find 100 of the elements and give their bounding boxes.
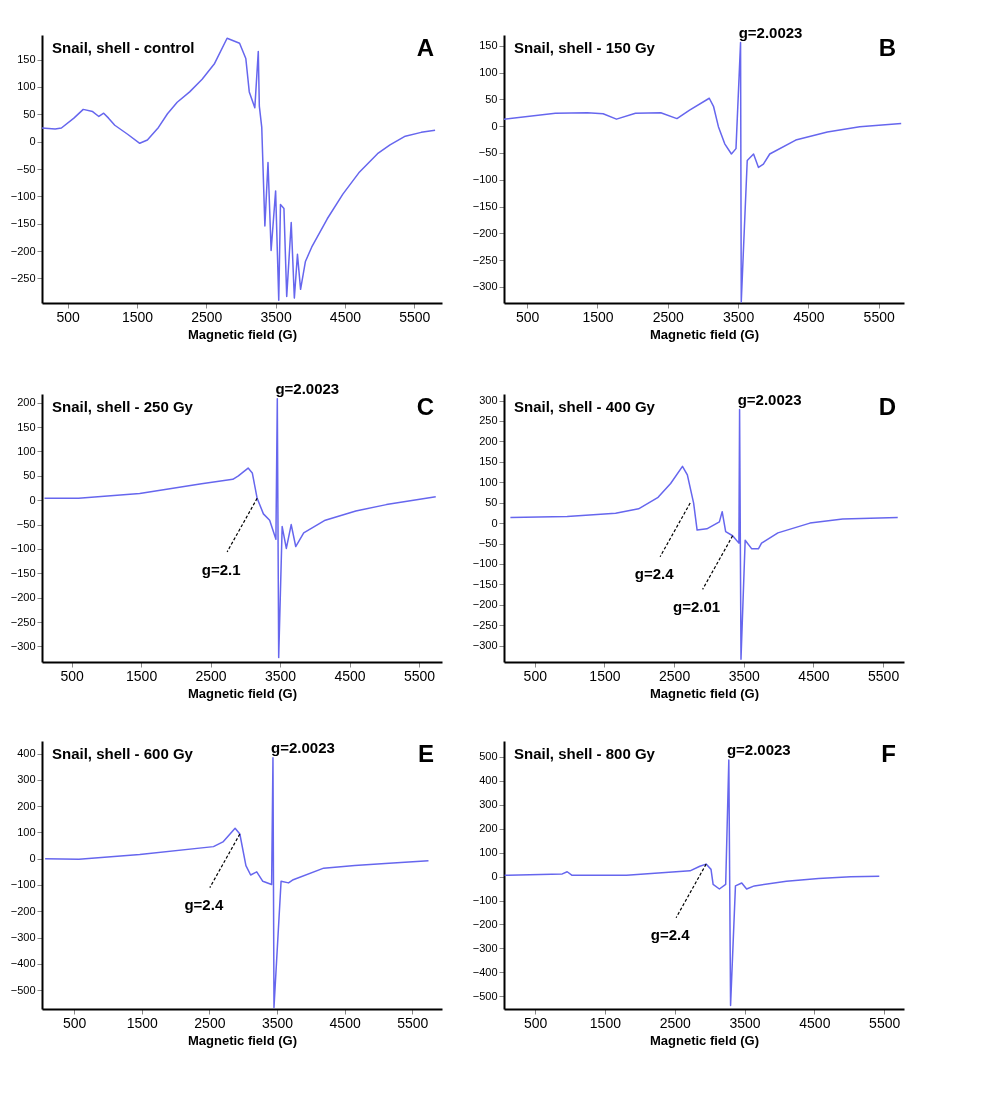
x-axis-title: Magnetic field (G) [187,1032,298,1048]
x-tick-label: 500 [60,667,84,684]
y-tick-label: −300 [472,280,498,293]
y-tick-label: 400 [17,747,36,760]
chart-title: Snail, shell - 600 Gy [52,745,194,762]
y-tick-label: −250 [10,271,36,284]
x-tick-label: 4500 [329,308,362,325]
annotation: D [878,393,896,420]
y-tick-label: −300 [10,639,36,652]
y-tick-label: 50 [23,469,36,482]
x-tick-label: 5500 [868,667,900,684]
y-tick-label: −100 [472,894,498,907]
y-tick-label: 300 [17,773,36,786]
annotation: g=2.4 [634,565,675,583]
y-tick-label: −150 [10,217,36,230]
y-tick-label: 150 [479,455,498,468]
y-tick-label: 200 [17,396,36,409]
y-tick-label: −100 [10,189,36,202]
y-tick-label: 100 [17,825,36,838]
y-tick-label: −200 [10,591,36,604]
y-tick-label: 100 [17,80,36,93]
annotation: g=2.4 [184,896,224,914]
y-tick-label: 300 [479,798,498,811]
y-tick-label: −100 [10,878,36,891]
y-tick-label: −400 [472,965,498,978]
x-tick-label: 500 [63,1014,87,1031]
y-tick-label: 50 [485,496,498,509]
x-tick-label: 500 [56,308,81,325]
x-tick-label: 1500 [589,1014,622,1031]
y-tick-label: 300 [479,394,498,407]
x-tick-label: 1500 [126,667,158,684]
y-tick-label: 100 [479,66,498,79]
x-tick-label: 5500 [863,308,895,325]
y-tick-label: −200 [472,226,498,239]
x-tick-label: 1500 [126,1014,159,1031]
annotation: g=2.0023 [271,738,335,756]
y-tick-label: 0 [491,516,498,529]
x-axis-title: Magnetic field (G) [649,326,760,342]
y-tick-label: 200 [479,434,498,447]
y-tick-label: 0 [491,870,498,883]
x-tick-label: 2500 [194,1014,226,1031]
chart-title: Snail, shell - control [52,39,195,56]
y-tick-label: −200 [472,598,498,611]
y-tick-label: −100 [10,542,36,555]
annotation: g=2.1 [201,560,241,578]
y-tick-label: −100 [472,173,498,186]
y-tick-label: 150 [17,53,36,66]
x-tick-label: 1500 [121,308,154,325]
chart-title: Snail, shell - 150 Gy [514,39,656,56]
y-tick-label: −500 [472,989,498,1002]
y-tick-label: 400 [479,774,498,787]
x-tick-label: 500 [516,308,540,325]
y-tick-label: 150 [479,39,498,52]
chart-title: Snail, shell - 250 Gy [52,398,194,415]
y-tick-label: 0 [29,135,36,148]
line-series [43,398,437,659]
x-tick-label: 3500 [265,667,297,684]
x-tick-label: 4500 [799,1014,831,1031]
y-tick-label: −200 [10,904,36,917]
x-tick-label: 3500 [261,1014,294,1031]
annotation: g=2.01 [673,598,721,616]
y-tick-label: 50 [23,107,36,120]
y-tick-label: −200 [472,917,498,930]
annotation: g=2.4 [650,926,691,944]
y-tick-label: −150 [10,566,36,579]
y-tick-label: −250 [10,615,36,628]
y-tick-label: −300 [472,639,498,652]
y-tick-label: −100 [472,557,498,570]
y-tick-label: −150 [472,577,498,590]
x-tick-label: 500 [523,667,548,684]
y-tick-label: 0 [491,119,498,132]
x-axis-title: Magnetic field (G) [187,326,298,342]
x-axis-title: Magnetic field (G) [187,685,298,701]
x-tick-label: 3500 [260,308,292,325]
annotation: g=2.0023 [726,740,791,758]
annotation: g=2.0023 [738,23,803,41]
y-tick-label: 100 [479,846,498,859]
x-tick-label: 500 [523,1014,548,1031]
x-tick-label: 3500 [723,308,755,325]
y-tick-label: −250 [472,618,498,631]
y-tick-label: 0 [29,493,36,506]
annotation: F [881,740,896,767]
x-tick-label: 2500 [659,667,691,684]
line-series [504,41,902,303]
x-tick-label: 2500 [195,667,227,684]
y-tick-label: 250 [479,414,498,427]
annotation: C [416,393,434,420]
y-tick-label: −400 [10,957,36,970]
x-tick-label: 2500 [652,308,685,325]
x-tick-label: 4500 [798,667,830,684]
x-tick-label: 2500 [191,308,223,325]
x-tick-label: 1500 [589,667,621,684]
y-tick-label: −250 [472,253,498,266]
annotation: g=2.0023 [737,390,802,408]
x-axis-title: Magnetic field (G) [649,1032,760,1048]
chart-title: Snail, shell - 400 Gy [514,398,656,415]
y-tick-label: −150 [472,200,498,213]
y-tick-label: 0 [29,852,36,865]
x-tick-label: 5500 [403,667,436,684]
y-tick-label: −50 [478,146,498,159]
